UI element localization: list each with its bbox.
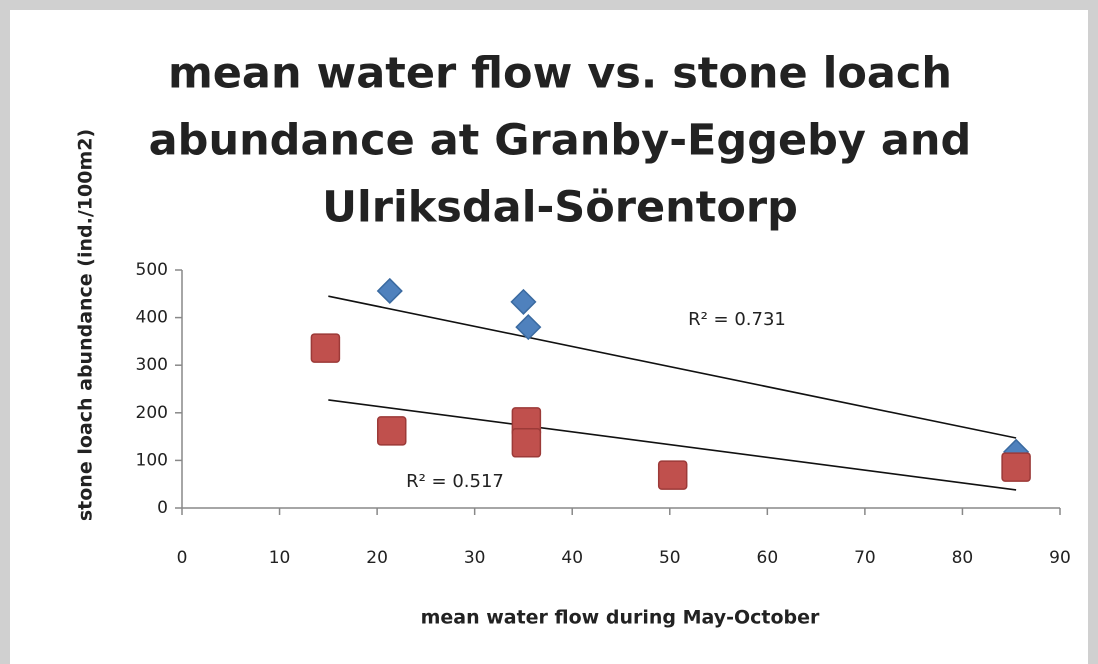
chart-title: mean water flow vs. stone loach (168, 49, 952, 99)
point (376, 277, 403, 305)
trendline (328, 399, 1017, 491)
chart-area (10, 10, 1088, 664)
annotation: R² = 0.517 (406, 471, 504, 492)
y-tick-label: 100 (136, 450, 168, 470)
annotation: R² = 0.731 (688, 309, 786, 330)
x-tick-label: 80 (952, 548, 974, 568)
point (510, 288, 537, 315)
x-axis-label: mean water flow during May-October (421, 607, 820, 629)
point (310, 333, 341, 363)
point (1001, 452, 1031, 482)
trendline (328, 295, 1017, 439)
point (376, 416, 407, 446)
x-tick-label: 40 (561, 548, 583, 568)
x-tick-label: 90 (1049, 548, 1071, 568)
x-tick-label: 20 (366, 548, 388, 568)
y-tick-label: 200 (136, 403, 168, 423)
point (515, 314, 542, 341)
x-tick-label: 10 (269, 548, 291, 568)
chart-title: abundance at Granby-Eggeby and (149, 116, 972, 166)
y-tick-label: 0 (157, 498, 168, 518)
x-tick-label: 30 (464, 548, 486, 568)
y-tick-label: 400 (136, 308, 168, 328)
y-axis-label: stone loach abundance (ind./100m2) (75, 129, 97, 521)
y-tick-label: 300 (136, 355, 168, 375)
y-tick-label: 500 (136, 260, 168, 280)
point (657, 460, 688, 490)
point (511, 428, 542, 458)
x-tick-label: 70 (854, 548, 876, 568)
chart-title: Ulriksdal-Sörentorp (322, 183, 798, 233)
x-tick-label: 0 (177, 548, 188, 568)
x-tick-label: 50 (659, 548, 681, 568)
x-tick-label: 60 (757, 548, 779, 568)
